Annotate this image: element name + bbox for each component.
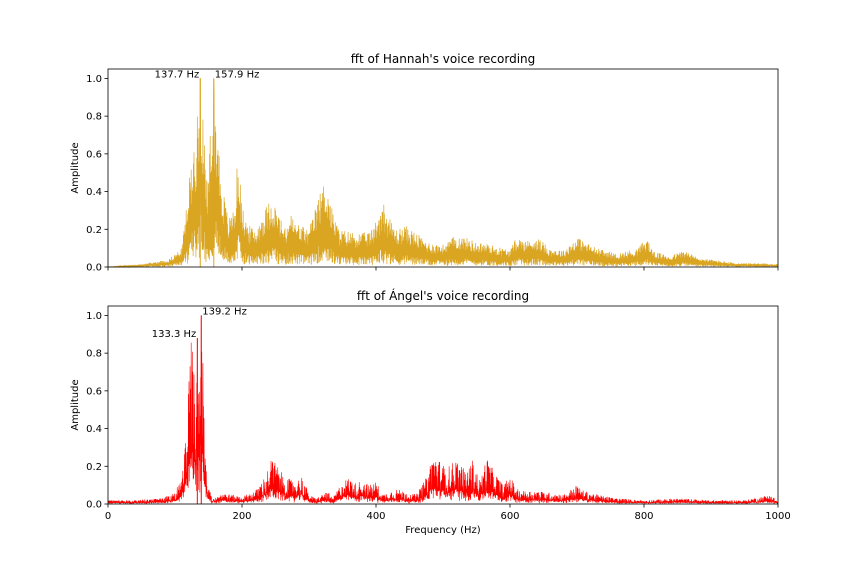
xtick-label-angel-4: 800 [634, 511, 653, 522]
yticks-angel: 0.0 0.2 0.4 0.6 0.8 1.0 [86, 311, 108, 511]
ytick-label-angel-4: 0.8 [86, 349, 102, 360]
xlabel-angel: Frequency (Hz) [405, 525, 481, 536]
ytick-label-hannah-3: 0.6 [86, 149, 102, 160]
xtick-label-angel-3: 600 [500, 511, 519, 522]
annotation-hannah-1: 157.9 Hz [215, 69, 260, 80]
annotation-angel-0: 133.3 Hz [152, 329, 197, 340]
title-angel: fft of Ángel's voice recording [357, 288, 529, 303]
annotations-angel: 133.3 Hz 139.2 Hz [152, 306, 247, 340]
ylabel-angel: Amplitude [70, 379, 81, 430]
ytick-label-hannah-2: 0.4 [86, 187, 102, 198]
ytick-label-hannah-1: 0.2 [86, 225, 102, 236]
plot-area-hannah [108, 78, 779, 269]
title-hannah: fft of Hannah's voice recording [351, 52, 536, 66]
ytick-label-angel-3: 0.6 [86, 386, 102, 397]
xtick-label-angel-2: 400 [366, 511, 385, 522]
subplot-angel: fft of Ángel's voice recording Amplitude… [70, 288, 791, 536]
xtick-label-angel-1: 200 [232, 511, 251, 522]
annotation-hannah-0: 137.7 Hz [155, 69, 200, 80]
series-line-hannah [108, 78, 779, 269]
annotation-angel-1: 139.2 Hz [202, 306, 247, 317]
xticks-angel: 0 200 400 600 800 1000 [105, 504, 791, 522]
annotations-hannah: 137.7 Hz 157.9 Hz [155, 69, 260, 80]
axes-frame-angel [107, 305, 779, 505]
axes-frame-hannah [107, 68, 779, 268]
plot-area-angel [107, 315, 779, 505]
ytick-label-hannah-4: 0.8 [86, 112, 102, 123]
yticks-hannah: 0.0 0.2 0.4 0.6 0.8 1.0 [86, 74, 108, 274]
ytick-label-angel-5: 1.0 [86, 311, 102, 322]
subplot-hannah: fft of Hannah's voice recording Amplitud… [70, 52, 779, 274]
ytick-label-angel-2: 0.4 [86, 424, 102, 435]
ylabel-hannah: Amplitude [70, 142, 81, 193]
xtick-label-angel-5: 1000 [765, 511, 790, 522]
ytick-label-angel-1: 0.2 [86, 462, 102, 473]
ytick-label-angel-0: 0.0 [86, 500, 102, 511]
series-line-angel [107, 315, 779, 505]
ytick-label-hannah-0: 0.0 [86, 263, 102, 274]
xtick-label-angel-0: 0 [105, 511, 111, 522]
xticks-hannah [107, 267, 779, 271]
ytick-label-hannah-5: 1.0 [86, 74, 102, 85]
